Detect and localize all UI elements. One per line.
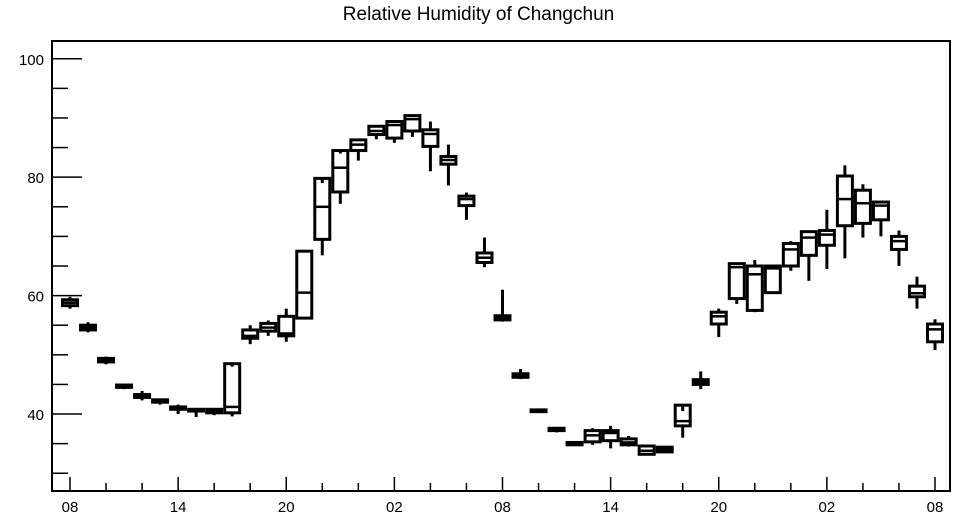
box-plot-item — [835, 165, 854, 259]
iqr-box — [241, 328, 260, 340]
iqr-box — [421, 128, 440, 148]
box-plot-item — [457, 192, 476, 220]
iqr-box — [926, 322, 944, 344]
iqr-box — [313, 176, 332, 241]
box-plot-item — [61, 296, 79, 309]
iqr-box — [385, 120, 404, 140]
iqr-box — [709, 310, 728, 326]
box-plot-item — [187, 407, 206, 417]
box-plot-item — [565, 440, 584, 447]
box-plot-item — [673, 403, 692, 438]
iqr-box — [853, 188, 872, 225]
box-plot-item — [601, 425, 620, 449]
box-plot-item — [493, 289, 512, 322]
box-plot-item — [709, 308, 728, 338]
iqr-box — [889, 234, 908, 251]
box-plot-item — [817, 209, 836, 269]
iqr-box — [781, 242, 800, 268]
box-plot-item — [313, 176, 332, 256]
iqr-box — [727, 262, 746, 301]
box-plot-item — [223, 362, 242, 417]
box-plot-item — [907, 276, 926, 309]
y-axis: 40 60 80 100 — [19, 52, 82, 474]
x-tick-label: 02 — [386, 499, 403, 516]
box-plot-item — [367, 124, 386, 140]
box-plot-item — [403, 114, 422, 137]
box-plot-item — [655, 445, 674, 454]
plot-frame — [51, 40, 951, 492]
box-plot-item — [745, 260, 764, 313]
iqr-box — [457, 194, 476, 208]
iqr-box — [763, 264, 782, 295]
box-plot-item — [511, 369, 530, 380]
iqr-box — [835, 174, 854, 228]
iqr-box — [907, 284, 926, 299]
box-plot-item — [637, 444, 656, 456]
box-plot-item — [889, 230, 908, 266]
iqr-box — [295, 249, 314, 320]
box-plot-item — [926, 319, 944, 351]
x-tick-label: 14 — [170, 499, 187, 516]
iqr-box — [799, 230, 818, 257]
x-tick-label: 08 — [927, 499, 944, 516]
box-plot-item — [151, 398, 170, 405]
chart-title: Relative Humidity of Changchun — [342, 4, 615, 25]
box-plot-item — [169, 404, 188, 415]
x-tick-label: 08 — [62, 499, 79, 516]
box-plot-item — [259, 320, 278, 336]
box-series — [61, 114, 944, 456]
x-tick-label: 08 — [494, 499, 511, 516]
iqr-box — [331, 149, 350, 194]
iqr-box — [817, 228, 836, 247]
box-plot-item — [241, 325, 260, 345]
x-axis: 08 14 20 02 08 14 20 02 08 — [62, 477, 944, 516]
box-plot-item — [115, 383, 134, 390]
iqr-box — [745, 264, 764, 312]
box-plot-item — [583, 428, 602, 445]
iqr-box — [871, 200, 890, 222]
y-tick-label: 60 — [27, 289, 44, 306]
box-plot-item — [763, 264, 782, 295]
box-plot-item — [475, 237, 494, 268]
box-plot-item — [691, 371, 710, 390]
x-tick-label: 14 — [602, 499, 619, 516]
box-plot-item — [349, 138, 368, 161]
box-plot-item — [799, 230, 818, 281]
box-plot-item — [547, 426, 566, 433]
box-plot-item — [529, 408, 548, 414]
box-plot-item — [781, 241, 800, 271]
box-plot-item — [133, 390, 152, 401]
y-tick-label: 40 — [27, 407, 44, 424]
box-plot-item — [79, 322, 98, 333]
box-plot-item — [97, 356, 116, 365]
x-tick-label: 20 — [278, 499, 295, 516]
box-plot-item — [439, 144, 458, 186]
iqr-box — [601, 429, 620, 443]
box-plot-item — [205, 407, 224, 416]
iqr-box — [673, 403, 692, 428]
x-tick-label: 20 — [710, 499, 727, 516]
box-plot-item — [853, 184, 872, 238]
box-plot-item — [295, 249, 314, 320]
box-plot-item — [385, 120, 404, 143]
box-plot-item — [619, 435, 638, 447]
iqr-box — [403, 114, 422, 133]
box-plot-item — [871, 200, 890, 237]
box-plot-item — [331, 149, 350, 204]
y-tick-label: 80 — [27, 170, 44, 187]
box-plot-item — [727, 262, 746, 304]
box-plot-item — [277, 308, 296, 342]
iqr-box — [277, 314, 296, 338]
iqr-box — [223, 362, 242, 415]
x-tick-label: 02 — [819, 499, 836, 516]
box-plot-item — [421, 121, 440, 172]
y-tick-label: 100 — [19, 52, 44, 69]
